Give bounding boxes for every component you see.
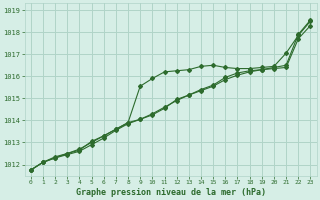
X-axis label: Graphe pression niveau de la mer (hPa): Graphe pression niveau de la mer (hPa) — [76, 188, 266, 197]
